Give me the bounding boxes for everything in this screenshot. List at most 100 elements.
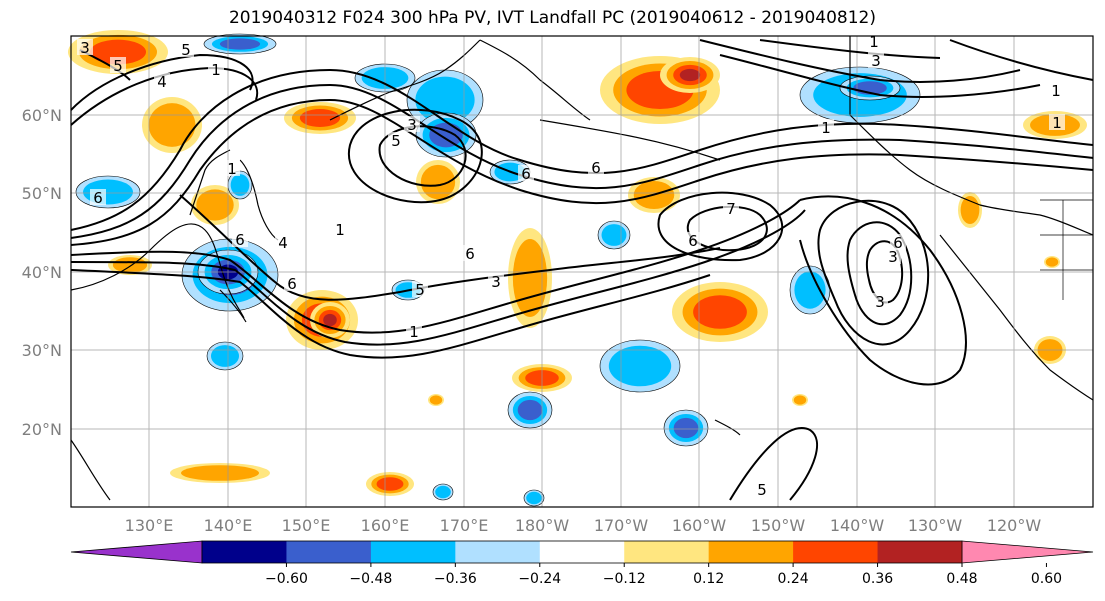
- contour-label: 3: [407, 116, 417, 134]
- latitude-tick-label: 60°N: [22, 106, 62, 125]
- contour-label: 1: [409, 323, 419, 341]
- contour-label-background: [404, 116, 420, 132]
- longitude-tick-label: 170°W: [594, 516, 649, 535]
- coastline: [539, 119, 721, 161]
- ivt-contour-line: [817, 199, 930, 346]
- contour-label: 5: [415, 281, 425, 299]
- coastline: [189, 149, 231, 216]
- longitude-tick-label: 150°E: [282, 516, 331, 535]
- contour-label-background: [462, 245, 478, 261]
- contour-label: 3: [875, 293, 885, 311]
- map-frame: [70, 35, 1094, 508]
- ivt-contour-line: [846, 221, 913, 326]
- colorbar-segment: [370, 541, 456, 563]
- contour-label-background: [77, 39, 93, 55]
- contour-label-background: [224, 160, 240, 176]
- colorbar-extend-min: [70, 540, 203, 564]
- gridlines: [71, 36, 1093, 507]
- negative-pv-anomaly: [210, 345, 240, 367]
- positive-pv-anomaly: [679, 68, 701, 82]
- ivt-contour-line: [179, 194, 721, 301]
- positive-pv-anomaly: [148, 103, 196, 147]
- longitude-tick-label: 140°W: [830, 516, 885, 535]
- latitude-tick-label: 50°N: [22, 184, 62, 203]
- coastline: [70, 439, 111, 501]
- ivt-contour-line: [70, 66, 259, 126]
- positive-pv-anomaly: [196, 189, 234, 221]
- contour-label-background: [488, 273, 504, 289]
- longitude-tick-labels: 130°E 140°E 150°E 160°E 170°E 180°W 170°W 160°W…: [125, 516, 1042, 535]
- contour-label-background: [723, 200, 739, 216]
- contour-label-background: [332, 221, 348, 237]
- contour-label: 6: [688, 232, 698, 250]
- colorbar-tick-label: 0.12: [693, 571, 724, 587]
- ivt-contours: [70, 39, 1094, 501]
- colorbar-tick-label: 0.36: [862, 571, 893, 587]
- longitude-tick-label: 180°W: [515, 516, 570, 535]
- colorbar-segment: [455, 541, 541, 563]
- colorbar-tick-label: 0.60: [1031, 571, 1062, 587]
- contour-label: 1: [821, 119, 831, 137]
- contour-label-background: [406, 323, 422, 339]
- contour-label: 6: [893, 234, 903, 252]
- colorbar-tick-label: −0.48: [349, 571, 392, 587]
- coastline: [70, 223, 245, 319]
- contour-label: 4: [157, 73, 167, 91]
- coastline: [939, 234, 1094, 401]
- contour-label: 3: [491, 273, 501, 291]
- longitude-tick-label: 130°E: [125, 516, 174, 535]
- longitude-tick-label: 160°W: [672, 516, 727, 535]
- contour-label: 6: [235, 231, 245, 249]
- colorbar-segment: [793, 541, 879, 563]
- coastline: [849, 36, 1094, 236]
- map-title: 2019040312 F024 300 hPa PV, IVT Landfall…: [228, 8, 876, 28]
- colorbar-tick-label: −0.24: [518, 571, 561, 587]
- negative-pv-anomaly: [794, 271, 826, 309]
- contour-label: 6: [93, 189, 103, 207]
- positive-pv-anomaly: [420, 164, 456, 200]
- negative-pv-anomaly: [673, 417, 699, 439]
- longitude-tick-label: 170°E: [440, 516, 489, 535]
- contour-label-background: [178, 41, 194, 57]
- contour-label-background: [110, 57, 126, 73]
- ivt-contour-line: [729, 427, 819, 501]
- contour-label: 5: [181, 41, 191, 59]
- positive-pv-anomaly: [299, 109, 341, 127]
- colorbar-extend-max: [961, 540, 1094, 564]
- latitude-tick-labels: 60°N 50°N 40°N 30°N 20°N: [22, 106, 62, 439]
- ivt-contour-line: [70, 98, 1094, 246]
- contour-label: 1: [211, 61, 221, 79]
- contour-label-background: [868, 52, 884, 68]
- positive-pv-anomaly: [376, 477, 404, 491]
- negative-pv-anomaly: [526, 491, 542, 505]
- contour-label-background: [388, 132, 404, 148]
- contour-label: 1: [335, 221, 345, 239]
- contour-label-background: [275, 234, 291, 250]
- contour-label: 1: [1051, 82, 1061, 100]
- colorbar-segment: [202, 541, 287, 563]
- longitude-tick-label: 160°E: [361, 516, 410, 535]
- positive-pv-anomaly: [323, 313, 337, 327]
- contour-label: 5: [757, 481, 767, 499]
- positive-pv-anomaly: [90, 39, 146, 65]
- ivt-contour-line: [70, 53, 254, 111]
- positive-pv-anomaly: [960, 195, 980, 225]
- ivt-contour-line: [799, 195, 967, 386]
- ivt-contour-line: [70, 269, 711, 359]
- coastline: [219, 289, 247, 323]
- colorbar-tick-label: −0.12: [603, 571, 646, 587]
- contour-label: 3: [888, 248, 898, 266]
- contour-label-background: [890, 234, 906, 250]
- contour-label-background: [208, 61, 224, 77]
- contour-label-background: [872, 293, 888, 309]
- negative-pv-anomaly: [230, 174, 250, 196]
- latitude-tick-label: 30°N: [22, 341, 62, 360]
- contour-label-background: [154, 73, 170, 89]
- colorbar: [70, 540, 1094, 564]
- negative-pv-anomaly: [608, 345, 672, 387]
- longitude-tick-label: 130°W: [908, 516, 963, 535]
- contour-label-background: [818, 119, 834, 135]
- colorbar-outline: [201, 540, 963, 564]
- latitude-tick-label: 40°N: [22, 263, 62, 282]
